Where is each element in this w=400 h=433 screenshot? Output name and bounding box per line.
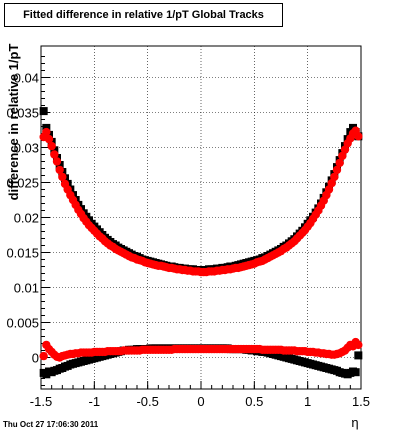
red-circle-point: [324, 185, 334, 194]
black-square-point: [351, 368, 360, 377]
red-circle-point: [354, 132, 363, 141]
y-axis-label: difference in relative 1/pT: [6, 44, 21, 201]
y-tick-label: 0.015: [6, 246, 39, 261]
red-circle-point: [44, 134, 54, 144]
y-tick-label: 0: [32, 351, 39, 366]
red-circle-point: [52, 157, 62, 166]
x-tick-label: -0.5: [136, 394, 158, 409]
black-square-point: [42, 123, 51, 132]
y-tick-label: 0.02: [14, 211, 39, 226]
grid-lines: [40, 46, 362, 389]
y-tick-label: 0.025: [6, 176, 39, 191]
red-circle-point: [42, 127, 51, 137]
chart-title: Fitted difference in relative 1/pT Globa…: [4, 3, 283, 27]
red-circle-point: [338, 151, 347, 161]
red-circle-point: [332, 165, 342, 175]
red-circle-point: [335, 158, 344, 168]
black-square-point: [354, 351, 363, 360]
y-tick-label: 0.035: [6, 106, 39, 121]
data-points: [39, 107, 363, 379]
axis-ticks: -1.5 -1 -0.5 0 0.5 1 1.5 0 0.005 0.01 0.015 0.02 0.0…: [6, 56, 370, 409]
red-circle-point: [327, 179, 336, 188]
black-square-point: [39, 107, 48, 116]
y-tick-label: 0.005: [6, 316, 39, 331]
y-tick-label: 0.03: [14, 141, 39, 156]
red-circle-point: [340, 145, 350, 154]
x-tick-label: 1: [304, 394, 311, 409]
red-circle-point: [55, 165, 64, 175]
x-tick-label: -1.5: [30, 394, 52, 409]
red-circle-point: [58, 172, 67, 182]
x-tick-label: -1: [89, 394, 101, 409]
y-tick-label: 0.04: [14, 71, 39, 86]
red-circle-point: [354, 340, 363, 350]
red-circle-point: [47, 141, 56, 151]
x-axis-label: η: [351, 415, 358, 430]
red-circle-point: [39, 351, 48, 361]
x-tick-label: 0: [197, 394, 204, 409]
y-tick-label: 0.01: [14, 281, 39, 296]
red-circle-point: [50, 150, 59, 159]
red-circle-point: [330, 172, 339, 182]
x-tick-label: 1.5: [352, 394, 370, 409]
black-square-point: [55, 161, 64, 169]
timestamp: Thu Oct 27 17:06:30 2011: [3, 420, 99, 429]
x-tick-label: 0.5: [245, 394, 263, 409]
